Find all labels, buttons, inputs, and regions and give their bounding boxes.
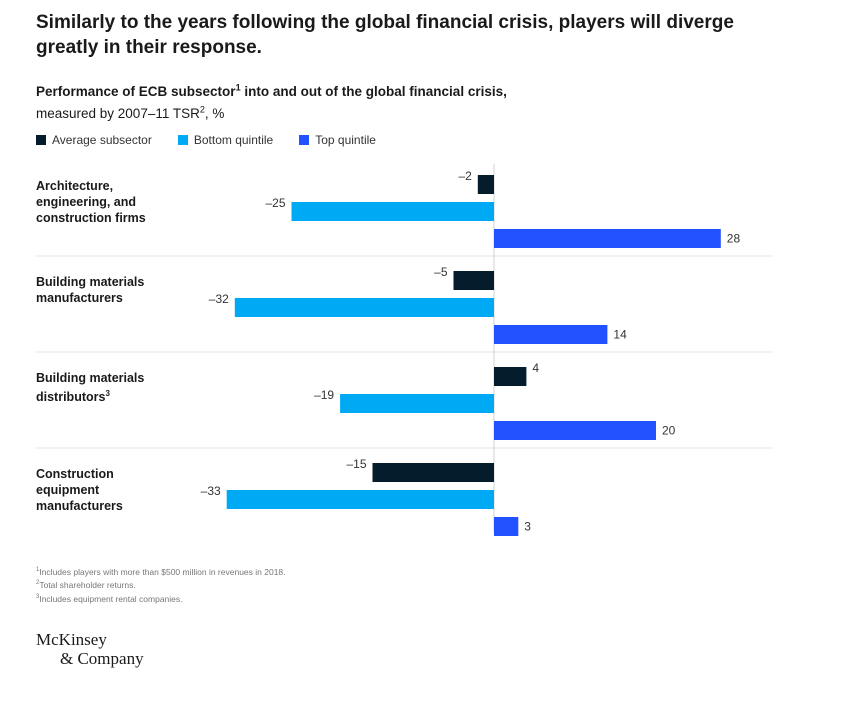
bar-top-3: [494, 517, 519, 536]
value-label-average-1: –5: [434, 265, 448, 279]
chart-headline: Similarly to the years following the glo…: [36, 12, 734, 58]
bar-chart: –2 –25 28 –5 –32 14 4 –19 20 –15 –33 3: [36, 164, 772, 536]
bar-top-2: [494, 421, 656, 440]
value-label-top-0: 28: [727, 232, 741, 246]
subtitle-bold: Performance of ECB subsector1 into and o…: [36, 82, 507, 99]
legend-item-average: Average subsector: [36, 133, 152, 147]
legend-item-top: Top quintile: [299, 133, 376, 147]
bar-bottom-3: [226, 490, 494, 509]
bar-average-1: [453, 271, 494, 290]
category-label-0: Architecture, engineering, and constructio…: [36, 179, 146, 225]
category-label-1: Building materials manufacturers: [36, 275, 145, 305]
legend-label-bottom: Bottom quintile: [193, 133, 274, 147]
footnote-2: 2Total shareholder returns.: [36, 580, 136, 591]
value-label-top-2: 20: [662, 424, 676, 438]
bar-average-3: [372, 463, 494, 482]
footnote-3: 3Includes equipment rental companies.: [36, 593, 183, 604]
legend-label-average: Average subsector: [52, 133, 152, 147]
legend-swatch-bottom: [177, 135, 188, 145]
chart-subtitle: Performance of ECB subsector1 into and o…: [36, 78, 736, 123]
subtitle-measure: measured by 2007–11 TSR2, %: [36, 104, 225, 122]
value-label-top-1: 14: [613, 328, 627, 342]
value-label-bottom-2: –19: [314, 388, 334, 402]
bar-top-1: [494, 325, 608, 344]
mckinsey-logo: McKinsey & Company: [36, 630, 144, 668]
bar-average-0: [477, 175, 494, 194]
value-label-bottom-3: –33: [201, 484, 221, 498]
footnote-1: 1Includes players with more than $500 mi…: [36, 566, 286, 577]
value-label-bottom-1: –32: [209, 292, 229, 306]
legend-label-top: Top quintile: [315, 133, 376, 147]
value-label-average-3: –15: [346, 457, 366, 471]
bar-top-0: [494, 229, 721, 248]
value-label-top-3: 3: [524, 520, 531, 534]
chart-legend: Average subsector Bottom quintile Top qu…: [36, 133, 402, 147]
bar-bottom-0: [291, 202, 494, 221]
legend-swatch-top: [299, 135, 310, 145]
value-label-bottom-0: –25: [265, 196, 285, 210]
category-label-2: Building materials distributors3: [36, 371, 145, 405]
legend-swatch-average: [36, 135, 46, 145]
legend-item-bottom: Bottom quintile: [177, 133, 274, 147]
bar-bottom-1: [234, 298, 495, 317]
footnotes: 1Includes players with more than $500 mi…: [36, 565, 286, 605]
value-label-average-2: 4: [532, 361, 539, 375]
bar-average-2: [494, 367, 527, 386]
value-label-average-0: –2: [458, 169, 472, 183]
category-label-3: Construction equipment manufacturers: [36, 467, 123, 513]
bar-bottom-2: [340, 394, 494, 413]
